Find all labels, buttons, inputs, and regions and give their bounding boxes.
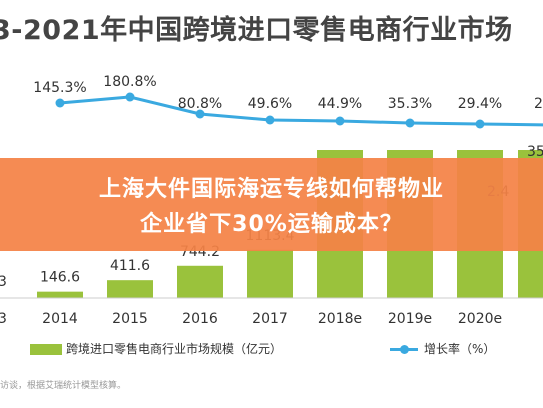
growth-value-label: 145.3% — [33, 80, 86, 96]
promo-banner[interactable] — [0, 158, 543, 251]
x-axis-layer: 320142015201620172018e2019e2020e2 — [0, 297, 543, 327]
x-tick-label: 3 — [0, 311, 7, 327]
growth-point — [405, 118, 415, 128]
growth-value-label: 29.4% — [458, 96, 502, 112]
legend-line-swatch — [390, 345, 418, 354]
x-tick-label: 2015 — [112, 311, 148, 327]
legend-bar-swatch — [30, 344, 62, 355]
bar-2014 — [37, 291, 83, 298]
bar-2015 — [107, 280, 153, 298]
source-note: 访谈，根据艾瑞统计模型核算。 — [0, 381, 127, 391]
x-tick-label: 2016 — [182, 311, 218, 327]
growth-value-label: 180.8% — [103, 74, 156, 90]
growth-value-label: 49.6% — [248, 96, 292, 112]
x-tick-label: 2014 — [42, 311, 78, 327]
growth-labels-layer: 145.3% 180.8% 80.8% 49.6% 44.9% 35.3% 29.4% 2 — [33, 74, 543, 112]
growth-line-layer — [55, 92, 543, 129]
growth-value-label: 44.9% — [318, 96, 362, 112]
growth-point — [335, 116, 345, 126]
banner-title-line2[interactable]: 企业省下30%运输成本？ — [140, 212, 403, 237]
x-tick-label: 2019e — [388, 311, 432, 327]
bar-value-label-partial: 35 — [527, 144, 543, 160]
legend-bar-item: 跨境进口零售电商行业市场规模（亿元） — [30, 340, 282, 357]
bar-2016 — [177, 265, 223, 298]
growth-value-label: 35.3% — [388, 96, 432, 112]
growth-point — [55, 98, 65, 108]
bar-2017 — [247, 249, 293, 298]
bar-value-label: 3 — [0, 274, 7, 290]
growth-point — [475, 119, 485, 129]
growth-line — [59, 95, 543, 127]
legend-line-label: 增长率（%） — [424, 342, 496, 356]
legend-line-item: 增长率（%） — [390, 340, 495, 357]
growth-point — [195, 109, 205, 119]
chart-title: 3-2021年中国跨境进口零售电商行业市场 — [0, 15, 513, 46]
legend-bar-label: 跨境进口零售电商行业市场规模（亿元） — [66, 342, 283, 356]
growth-value-label: 2 — [534, 96, 543, 112]
growth-point — [125, 92, 135, 102]
growth-point — [265, 115, 275, 125]
growth-value-label: 80.8% — [178, 96, 222, 112]
x-tick-label: 2017 — [252, 311, 288, 327]
x-tick-label: 2020e — [458, 311, 502, 327]
bar-value-label: 146.6 — [40, 270, 80, 286]
bar-value-label: 411.6 — [110, 258, 150, 274]
banner-title-line1[interactable]: 上海大件国际海运专线如何帮物业 — [98, 177, 444, 202]
x-tick-label: 2018e — [318, 311, 362, 327]
